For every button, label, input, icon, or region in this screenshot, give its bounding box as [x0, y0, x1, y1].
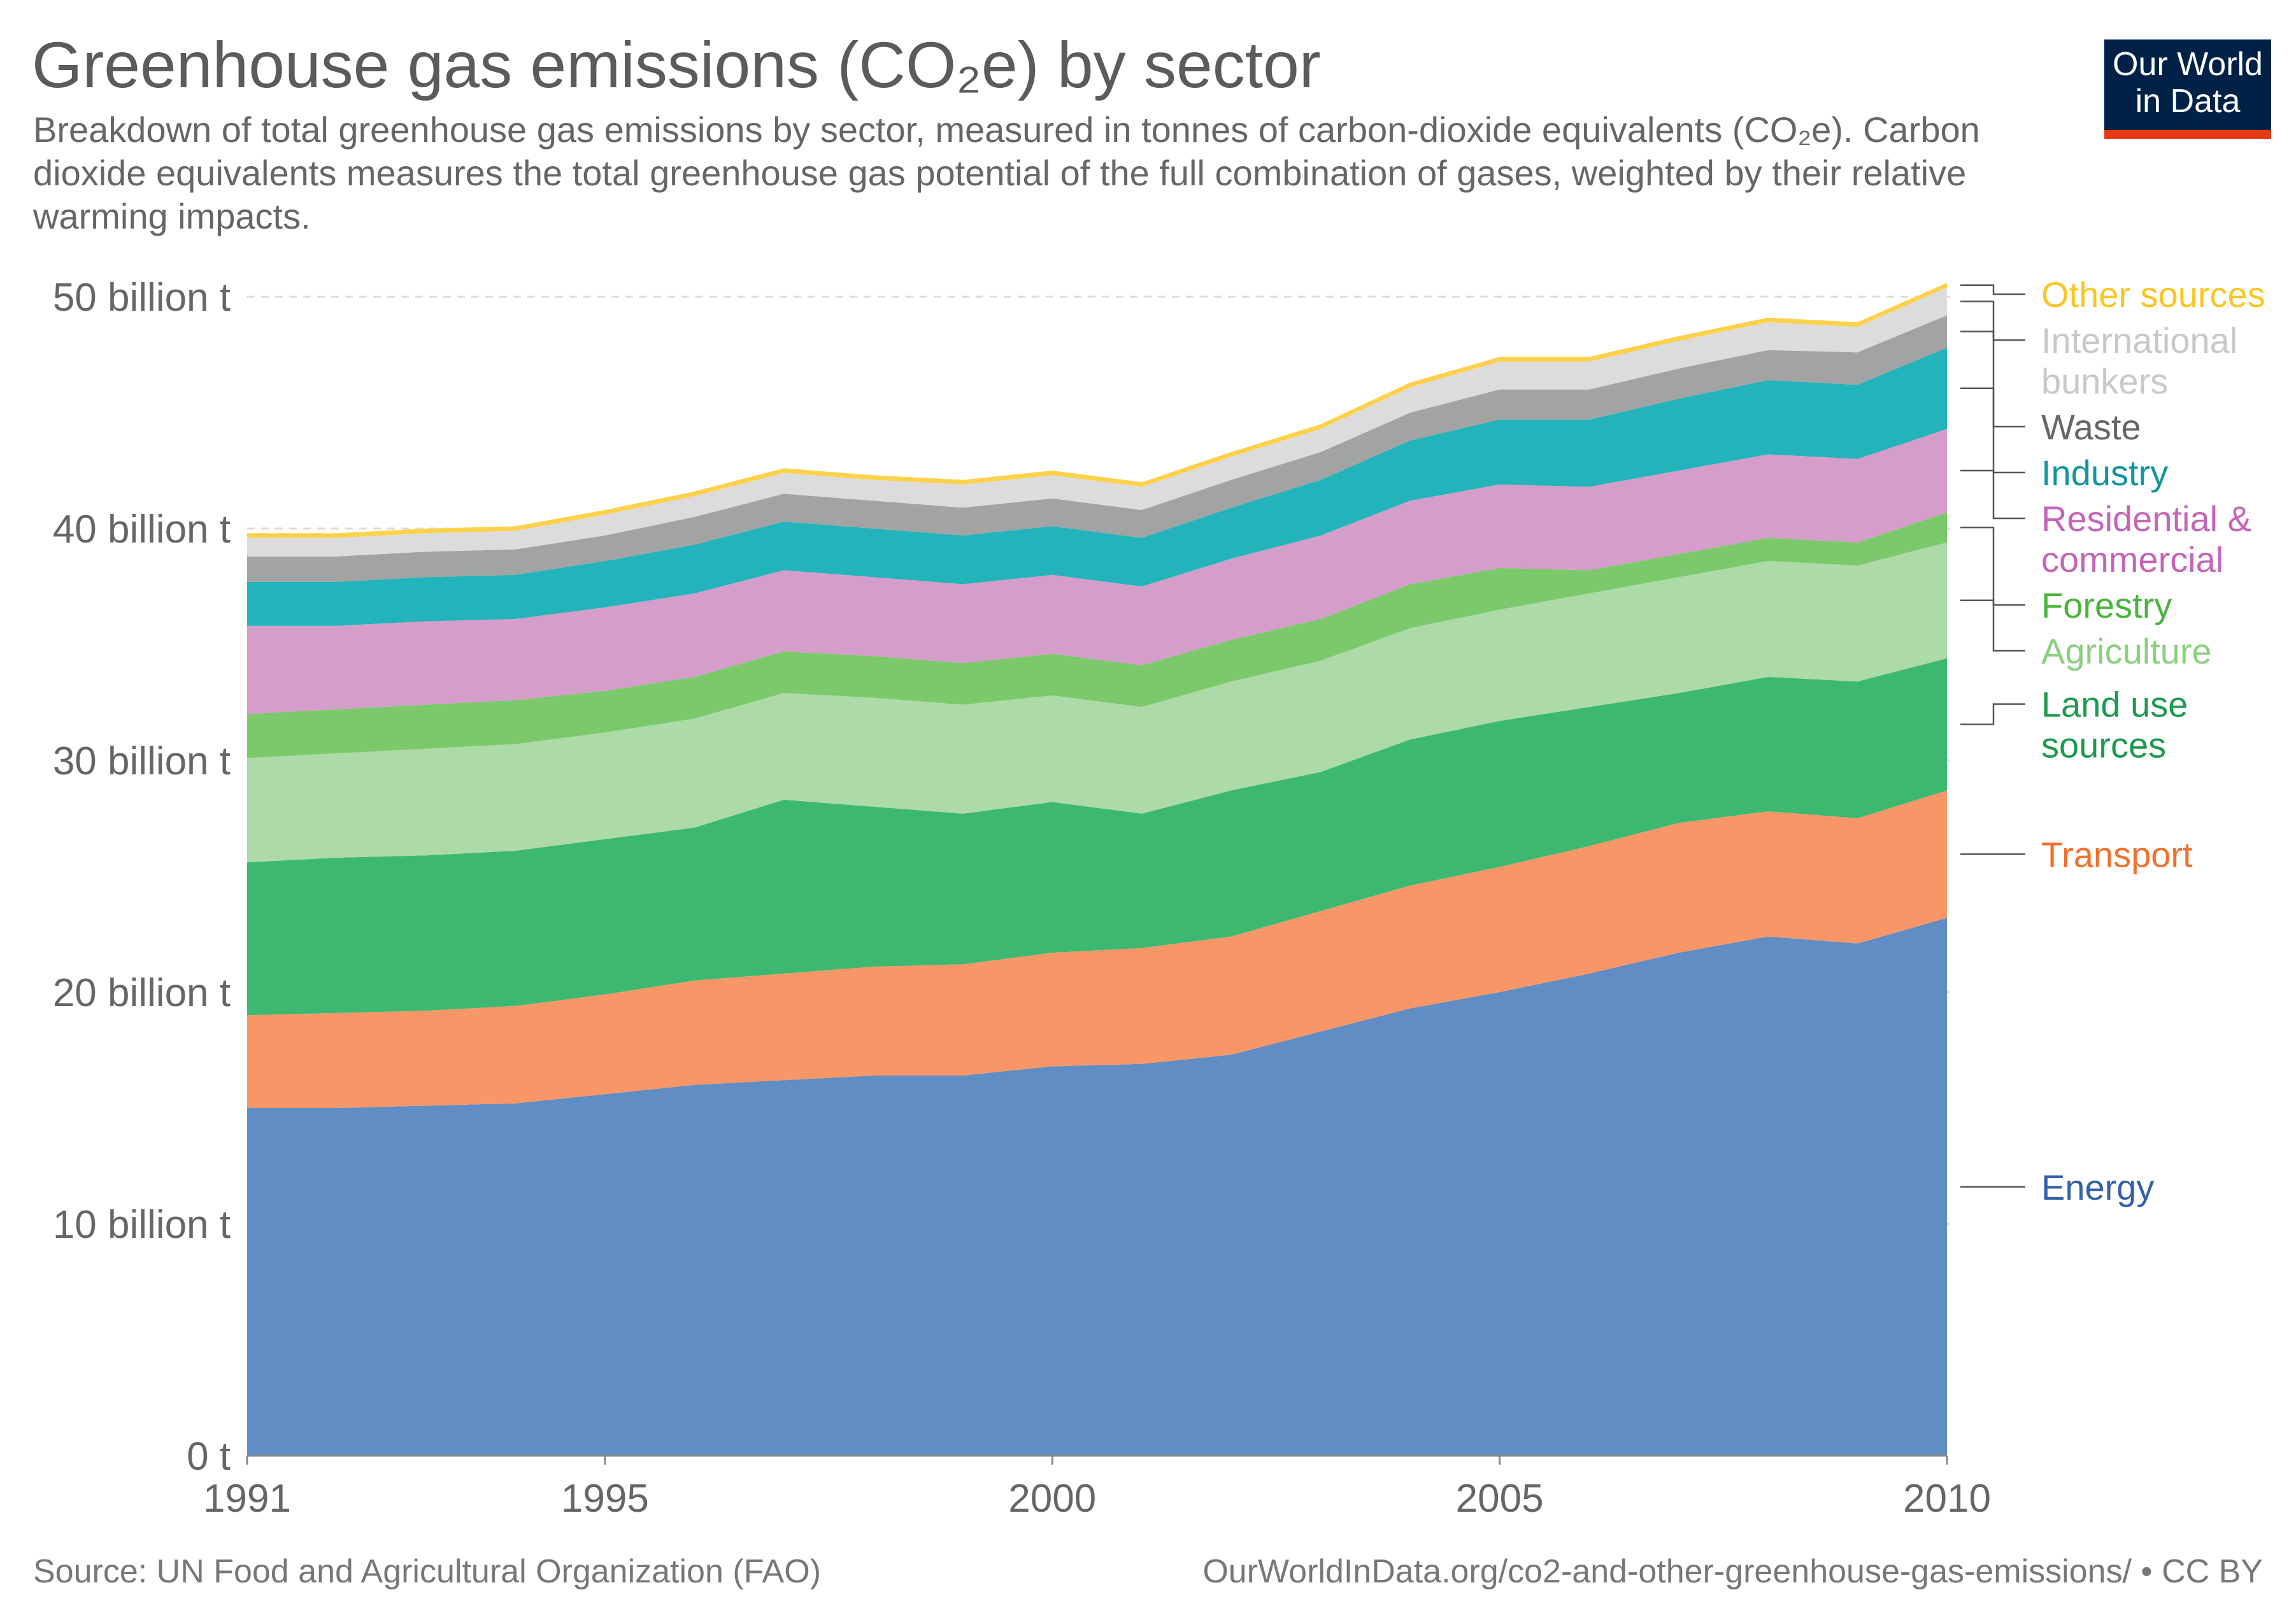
area-residential-commercial[interactable]	[247, 429, 1947, 714]
x-tick-label: 1995	[561, 1477, 649, 1521]
legend-connector	[1960, 387, 2025, 474]
legend-label: Industry	[2041, 453, 2168, 493]
legend-label: Waste	[2041, 407, 2141, 447]
legend-item-transport[interactable]: Transport	[1960, 834, 2193, 874]
legend-label: International	[2041, 320, 2237, 360]
chart-title: Greenhouse gas emissions (CO₂e) by secto…	[32, 29, 1321, 101]
legend-label: Land use	[2041, 685, 2188, 725]
legend-connector	[1960, 330, 2025, 428]
area-industry[interactable]	[247, 348, 1947, 626]
x-tick-label: 2010	[1903, 1477, 1991, 1521]
legend-label: Other sources	[2041, 274, 2265, 315]
legend-label: sources	[2041, 725, 2166, 765]
credit-link[interactable]: OurWorldInData.org/co2-and-other-greenho…	[1202, 1553, 2263, 1590]
legend-label: Transport	[2041, 834, 2193, 874]
legend-item-other-sources[interactable]: Other sources	[1960, 274, 2265, 315]
logo-line-2: in Data	[2135, 83, 2241, 120]
y-axis: 0 t 10 billion t 20 billion t 30 billion t 4…	[53, 276, 231, 1479]
y-tick-label: 40 billion t	[53, 508, 231, 551]
legend-item-residential-commercial[interactable]: Residential &commercial	[1960, 469, 2251, 579]
chart-subtitle: Breakdown of total greenhouse gas emissi…	[33, 110, 1980, 236]
logo-accent-bar	[2104, 130, 2271, 139]
area-forestry[interactable]	[247, 512, 1947, 758]
y-tick-label: 30 billion t	[53, 739, 231, 783]
legend-item-industry[interactable]: Industry	[1960, 387, 2168, 493]
legend-label: commercial	[2041, 539, 2223, 579]
owid-logo[interactable]: Our World in Data	[2104, 39, 2271, 139]
legend-item-forestry[interactable]: Forestry	[1960, 526, 2172, 625]
area-international-bunkers[interactable]	[247, 287, 1947, 557]
legend-label: bunkers	[2041, 361, 2168, 401]
x-tick-label: 2000	[1008, 1477, 1096, 1521]
legend-connector	[1960, 284, 2025, 295]
y-tick-label: 0 t	[187, 1435, 231, 1479]
legend-connector	[1960, 599, 2025, 652]
legend-item-waste[interactable]: Waste	[1960, 330, 2141, 447]
x-tick-label: 1991	[203, 1477, 291, 1521]
area-energy[interactable]	[247, 918, 1947, 1456]
logo-line-1: Our World	[2113, 46, 2263, 83]
legend-label: Forestry	[2041, 585, 2172, 625]
area-waste[interactable]	[247, 315, 1947, 582]
source-note: Source: UN Food and Agricultural Organiz…	[33, 1553, 822, 1590]
x-axis: 1991 1995 2000 2005 2010	[203, 1454, 1991, 1521]
legend-connector	[1960, 301, 2025, 341]
y-tick-label: 10 billion t	[53, 1203, 231, 1247]
legend-label: Energy	[2041, 1167, 2154, 1207]
legend-item-energy[interactable]: Energy	[1960, 1167, 2154, 1207]
legend-item-agriculture[interactable]: Agriculture	[1960, 599, 2212, 671]
area-land-use-sources[interactable]	[247, 658, 1947, 1016]
legend-connector	[1960, 526, 2025, 606]
area-transport[interactable]	[247, 790, 1947, 1108]
legend-label: Residential &	[2041, 499, 2251, 539]
x-tick-label: 2005	[1456, 1477, 1544, 1521]
legend-connector	[1960, 703, 2025, 725]
y-tick-label: 20 billion t	[53, 971, 231, 1015]
legend-connector	[1960, 469, 2025, 520]
y-tick-label: 50 billion t	[53, 276, 231, 320]
legend-label: Agriculture	[2041, 631, 2212, 671]
area-agriculture[interactable]	[247, 542, 1947, 863]
area-series	[247, 283, 1947, 1456]
